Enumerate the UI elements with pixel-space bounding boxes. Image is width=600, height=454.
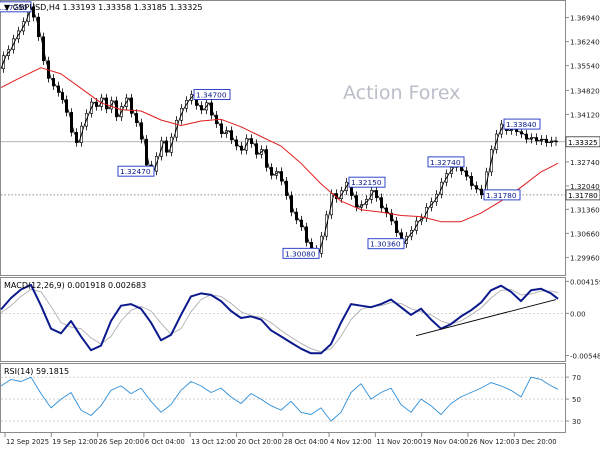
- rsi-ytick-label: 30: [572, 418, 581, 426]
- current-price-box: [565, 136, 600, 148]
- price-ytick-label: 1.30660: [570, 229, 600, 238]
- high-price: 1.33358: [98, 3, 132, 12]
- price-panel: 1.37250 1.34700 1.32470 1.30080 1.32150 1.303…: [0, 1, 565, 259]
- rsi-ytick-label: 50: [572, 396, 581, 404]
- xtick-label: 19 Sep 12:00: [52, 438, 97, 446]
- symbol-header: ▼ GBPUSD,H4 1.33193 1.33358 1.33185 1.33…: [4, 3, 203, 12]
- xtick-label: 28 Oct 04:00: [284, 438, 328, 446]
- price-annotation-label: 1.31780: [486, 191, 517, 200]
- macd-panel: [0, 283, 565, 355]
- price-annotation-box: [117, 165, 155, 177]
- xtick-label: 20 Oct 20:00: [237, 438, 281, 446]
- price-annotation-box: [193, 89, 231, 100]
- xtick-label: 19 Nov 04:00: [423, 438, 469, 446]
- xtick-label: 26 Nov 12:00: [469, 438, 515, 446]
- low-price: 1.33185: [133, 3, 167, 12]
- collapse-triangle-icon[interactable]: ▼: [4, 3, 11, 12]
- xtick-label: 11 Nov 20:00: [376, 438, 422, 446]
- price-annotation-label: 1.30080: [285, 249, 316, 258]
- rsi-panel-frame: [0, 363, 566, 433]
- price-annotation-box: [348, 176, 386, 188]
- price-annotation-label: 1.32740: [430, 158, 461, 167]
- price-panel-frame: [0, 0, 566, 276]
- price-ytick-label: 1.34120: [570, 110, 600, 119]
- reference-price-label: 1.31780: [568, 191, 598, 200]
- rsi-panel: [0, 376, 565, 422]
- price-annotation-box: [427, 156, 465, 168]
- macd-trendline: [415, 299, 557, 337]
- price-ytick-label: 1.34820: [570, 86, 600, 95]
- price-ytick-label: 1.32740: [570, 158, 600, 167]
- xtick-label: 3 Dec 20:00: [515, 438, 556, 446]
- price-annotation-label: 1.37250: [0, 3, 28, 12]
- price-annotation-box: [483, 189, 521, 201]
- price-annotation-label: 1.32150: [351, 178, 382, 187]
- xtick-label: 12 Sep 2025: [6, 438, 49, 446]
- xtick-label: 6 Oct 04:00: [145, 438, 185, 446]
- watermark: Action Forex: [343, 82, 461, 104]
- reference-price-box: [565, 189, 600, 201]
- price-annotation-box: [0, 1, 32, 13]
- price-line: [0, 6, 559, 254]
- price-annotation-box: [367, 238, 405, 250]
- xtick-label: 13 Oct 12:00: [191, 438, 235, 446]
- axes: 1.369401.362401.355401.348201.341201.334…: [4, 14, 600, 446]
- macd-signal-line: [0, 289, 559, 353]
- rsi-ytick-label: 70: [572, 374, 581, 382]
- rsi-line: [0, 376, 559, 422]
- macd-label: MACD(12,26,9) 0.001918 0.002683: [4, 281, 147, 290]
- price-annotation-label: 1.32470: [120, 167, 151, 176]
- moving-average-line: [0, 67, 559, 223]
- price-annotation-label: 1.34700: [196, 91, 227, 100]
- macd-panel-frame: [0, 277, 566, 362]
- macd-line: [0, 283, 559, 355]
- macd-ytick-label: -0.005485: [570, 353, 600, 361]
- open-price: 1.33193: [62, 3, 96, 12]
- xtick-label: 26 Sep 20:00: [99, 438, 144, 446]
- price-ytick-label: 1.31360: [570, 205, 600, 214]
- current-price-label: 1.33325: [568, 138, 598, 147]
- price-annotation-label: 1.33840: [506, 120, 537, 129]
- price-ytick-label: 1.36240: [570, 38, 600, 47]
- symbol-name: GBPUSD,H4: [12, 3, 60, 12]
- xtick-label: 4 Nov 12:00: [330, 438, 372, 446]
- price-ytick-label: 1.36940: [570, 14, 600, 23]
- price-ytick-label: 1.32040: [570, 182, 600, 191]
- rsi-label: RSI(14) 59.1815: [4, 367, 70, 376]
- price-ytick-label: 1.35540: [570, 62, 600, 71]
- price-annotation-box: [503, 118, 541, 130]
- close-price: 1.33325: [169, 3, 203, 12]
- macd-ytick-label: 0.004159: [570, 278, 600, 286]
- price-ytick-label: 1.29960: [570, 253, 600, 262]
- macd-ytick-label: 0.00: [570, 310, 586, 318]
- price-annotation-box: [282, 247, 320, 259]
- price-annotation-label: 1.30360: [370, 240, 401, 249]
